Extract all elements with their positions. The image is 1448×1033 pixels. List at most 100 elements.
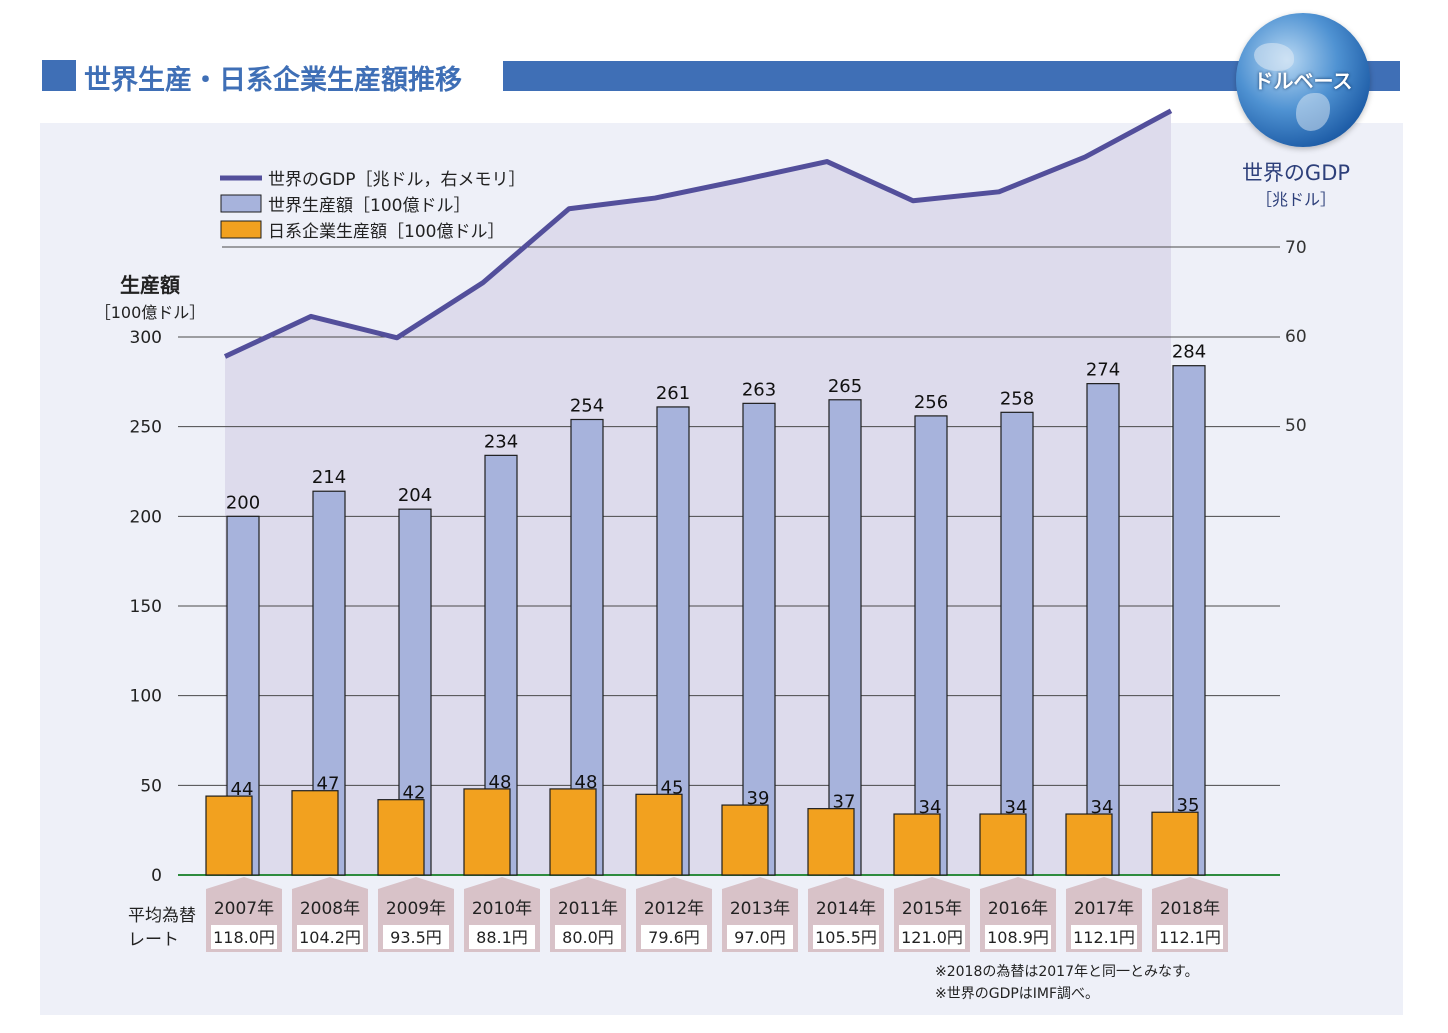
- year-label: 2015年: [902, 899, 962, 919]
- title-marker: [42, 60, 76, 91]
- world-bar-label: 261: [656, 383, 690, 404]
- year-label: 2008年: [300, 899, 360, 919]
- year-label: 2011年: [558, 899, 618, 919]
- legend-swatch-world: [220, 194, 262, 213]
- world-bar-label: 204: [398, 485, 432, 506]
- rate-label: 108.9円: [987, 928, 1049, 947]
- rate-box: [899, 925, 965, 949]
- rate-label: 112.1円: [1159, 928, 1221, 947]
- left-tick-label: 150: [130, 597, 162, 617]
- world-bar-label: 284: [1172, 342, 1206, 363]
- year-label: 2007年: [214, 899, 274, 919]
- rate-box: [1157, 925, 1223, 949]
- japan-bar: [463, 788, 511, 876]
- japan-bar: [549, 788, 597, 876]
- legend-label: 日系企業生産額［100億ドル］: [268, 222, 504, 242]
- year-label: 2016年: [988, 899, 1048, 919]
- footnote: ※2018の為替は2017年と同一とみなす。: [935, 964, 1199, 980]
- legend-label: 世界生産額［100億ドル］: [268, 196, 470, 216]
- rate-box: [383, 925, 449, 949]
- japan-bar-label: 42: [403, 783, 426, 804]
- japan-bar-label: 37: [833, 792, 856, 813]
- rate-label: 80.0円: [562, 928, 614, 947]
- left-axis-title: 生産額: [120, 273, 180, 297]
- year-label: 2014年: [816, 899, 876, 919]
- japan-bar-label: 48: [489, 772, 512, 793]
- legend-label: 世界のGDP［兆ドル，右メモリ］: [268, 170, 526, 190]
- rate-box: [641, 925, 707, 949]
- world-bar-label: 256: [914, 392, 948, 413]
- rate-box: [469, 925, 535, 949]
- right-tick-label: 60: [1285, 327, 1307, 347]
- rate-label: 121.0円: [901, 928, 963, 947]
- japan-bar-label: 34: [1005, 797, 1028, 818]
- left-tick-label: 50: [140, 776, 162, 796]
- japan-bar: [1151, 811, 1199, 876]
- year-label: 2013年: [730, 899, 790, 919]
- japan-bar: [635, 793, 683, 876]
- left-tick-label: 0: [151, 866, 162, 886]
- rate-box: [297, 925, 363, 949]
- rate-box: [211, 925, 277, 949]
- row-label: 平均為替: [128, 906, 196, 926]
- rate-box: [727, 925, 793, 949]
- rate-box: [555, 925, 621, 949]
- world-bar-label: 214: [312, 467, 346, 488]
- japan-bar-label: 44: [231, 779, 254, 800]
- left-tick-label: 250: [130, 418, 162, 438]
- rate-box: [1071, 925, 1137, 949]
- japan-bar-label: 35: [1177, 795, 1200, 816]
- rate-label: 112.1円: [1073, 928, 1135, 947]
- world-bar-label: 258: [1000, 388, 1034, 409]
- japan-bar-label: 48: [575, 772, 598, 793]
- right-tick-label: 70: [1285, 238, 1307, 258]
- left-axis-unit: ［100億ドル］: [95, 303, 206, 322]
- japan-bar-label: 45: [661, 777, 684, 798]
- rate-label: 88.1円: [476, 928, 528, 947]
- rate-label: 79.6円: [648, 928, 700, 947]
- currency-badge: ドルベース: [1253, 69, 1353, 93]
- year-label: 2017年: [1074, 899, 1134, 919]
- right-axis-title: 世界のGDP: [1242, 161, 1350, 185]
- rate-label: 104.2円: [299, 928, 361, 947]
- rate-label: 118.0円: [213, 928, 275, 947]
- year-label: 2010年: [472, 899, 532, 919]
- japan-bar: [807, 808, 855, 876]
- rate-label: 97.0円: [734, 928, 786, 947]
- page-title: 世界生産・日系企業生産額推移: [84, 65, 462, 96]
- gdp-line: [223, 108, 1173, 359]
- left-tick-label: 100: [130, 687, 162, 707]
- left-tick-label: 200: [130, 507, 162, 527]
- rate-label: 105.5円: [815, 928, 877, 947]
- world-bar-label: 263: [742, 379, 776, 400]
- right-axis-unit: ［兆ドル］: [1256, 190, 1336, 209]
- japan-bar-label: 39: [747, 788, 770, 809]
- japan-bar: [979, 813, 1027, 876]
- globe-icon: ドルベース: [1236, 13, 1370, 147]
- world-bar-label: 200: [226, 492, 260, 513]
- japan-bar: [893, 813, 941, 876]
- world-bar: [1086, 383, 1120, 876]
- world-bar: [742, 402, 776, 876]
- world-bar: [914, 415, 948, 876]
- japan-bar: [205, 795, 253, 876]
- rate-box: [985, 925, 1051, 949]
- year-label: 2012年: [644, 899, 704, 919]
- japan-bar-label: 47: [317, 774, 340, 795]
- japan-bar-label: 34: [1091, 797, 1114, 818]
- japan-bar: [291, 790, 339, 876]
- world-bar: [1172, 365, 1206, 876]
- year-label: 2018年: [1160, 899, 1220, 919]
- footnote: ※世界のGDPはIMF調べ。: [935, 986, 1099, 1002]
- rate-label: 93.5円: [390, 928, 442, 947]
- japan-bar: [1065, 813, 1113, 876]
- japan-bar: [377, 799, 425, 876]
- year-label: 2009年: [386, 899, 446, 919]
- right-tick-label: 50: [1285, 416, 1307, 436]
- left-tick-label: 300: [130, 328, 162, 348]
- world-bar-label: 265: [828, 376, 862, 397]
- world-bar-label: 274: [1086, 360, 1120, 381]
- world-bar-label: 234: [484, 431, 518, 452]
- world-bar-label: 254: [570, 395, 604, 416]
